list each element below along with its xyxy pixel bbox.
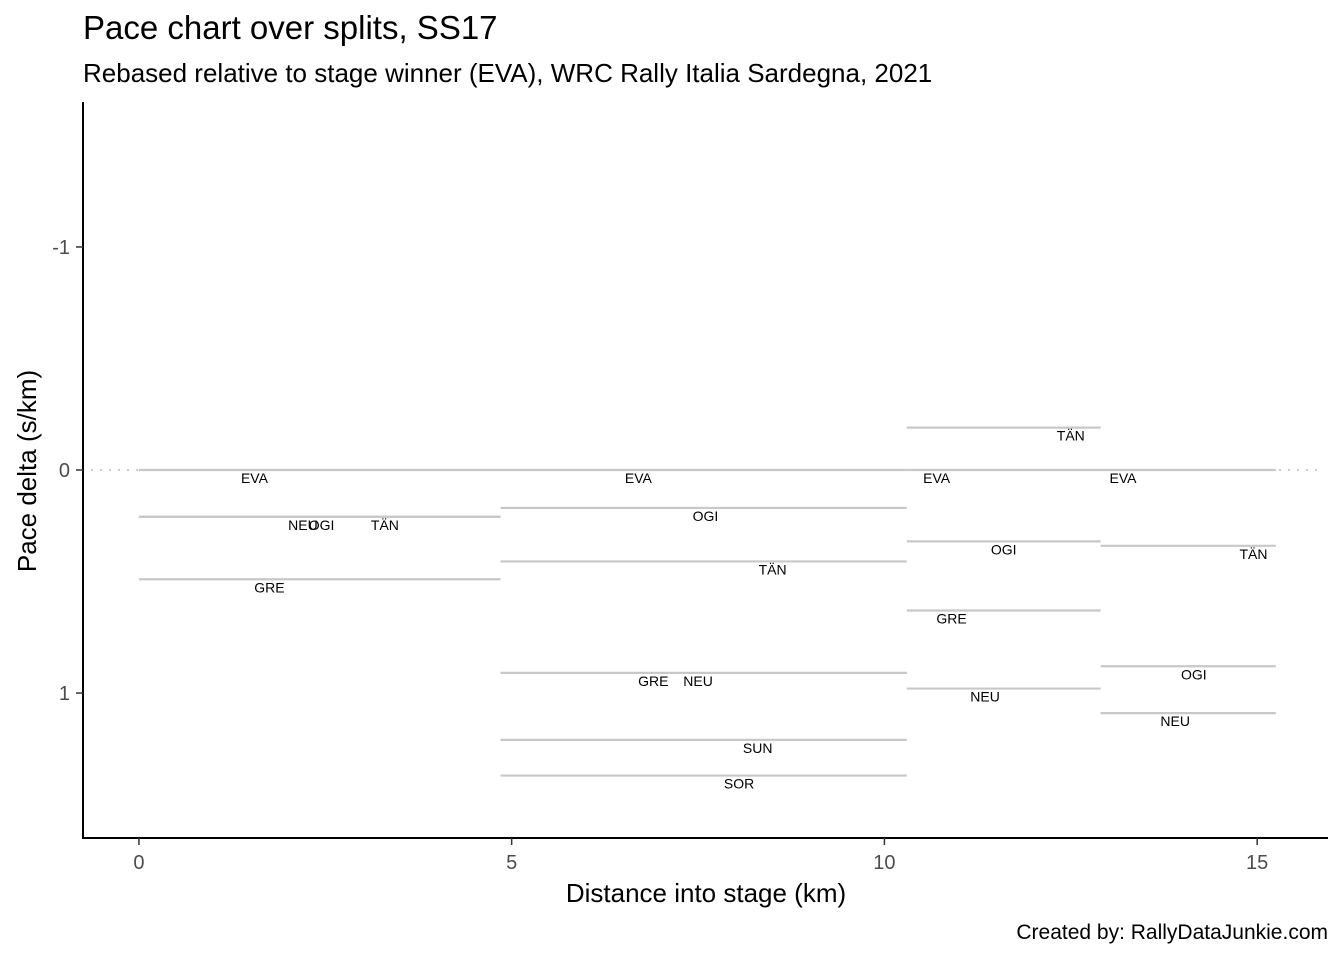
chart-subtitle: Rebased relative to stage winner (EVA), … — [83, 58, 933, 88]
segment-label-ogi: OGI — [693, 508, 719, 524]
segment-label-eva: EVA — [625, 470, 653, 486]
y-tick-label: -1 — [52, 237, 70, 259]
segment-label-ogi: OGI — [991, 541, 1017, 557]
x-tick-label: 0 — [133, 852, 144, 874]
segment-label-sun: SUN — [743, 740, 773, 756]
segment-label-tän: TÄN — [371, 517, 399, 533]
segment-label-gre: GRE — [936, 611, 966, 627]
segment-label-neu: NEU — [970, 689, 1000, 705]
y-axis-title: Pace delta (s/km) — [12, 370, 42, 572]
chart-title: Pace chart over splits, SS17 — [83, 9, 498, 46]
segment-label-neu: NEU — [683, 673, 713, 689]
axes-layer: 0 5 10 15 -1 0 1 — [52, 102, 1328, 874]
x-axis-title: Distance into stage (km) — [566, 878, 846, 908]
segment-label-eva: EVA — [923, 470, 951, 486]
x-tick-label: 10 — [873, 852, 895, 874]
segment-label-tän: TÄN — [1057, 428, 1085, 444]
segment-label-gre: GRE — [254, 579, 284, 595]
segment-label-ogi: OGI — [309, 517, 335, 533]
chart-caption: Created by: RallyDataJunkie.com — [1016, 921, 1328, 944]
y-tick-label: 0 — [59, 460, 70, 482]
segment-label-sor: SOR — [724, 776, 754, 792]
segment-label-eva: EVA — [1109, 470, 1137, 486]
segment-label-neu: NEU — [1160, 713, 1190, 729]
segment-label-tän: TÄN — [759, 561, 787, 577]
segment-label-eva: EVA — [241, 470, 269, 486]
x-tick-label: 15 — [1246, 852, 1268, 874]
y-tick-label: 1 — [59, 683, 70, 705]
segment-label-ogi: OGI — [1181, 666, 1207, 682]
segment-label-tän: TÄN — [1239, 546, 1267, 562]
segments-layer — [138, 426, 1276, 777]
x-tick-label: 5 — [506, 852, 517, 874]
segment-label-neu: NEU — [288, 517, 318, 533]
segment-label-gre: GRE — [638, 673, 668, 689]
